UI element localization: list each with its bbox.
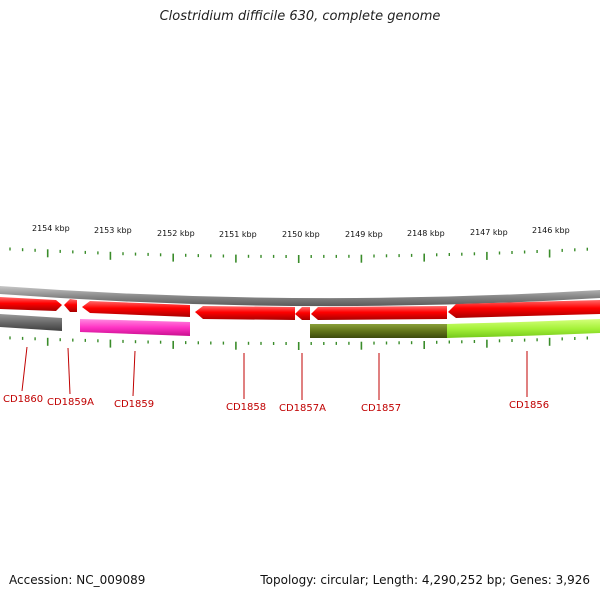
leader-line [21,346,28,392]
gene-label-cd1856[interactable]: CD1856 [509,400,549,411]
category-block-olive [310,324,447,338]
gene-cd1856-arrow[interactable] [448,300,600,318]
scale-label: 2149 kbp [345,230,383,239]
scale-label: 2154 kbp [32,224,70,233]
scale-label: 2151 kbp [219,230,257,239]
gene-label-cd1859[interactable]: CD1859 [114,399,154,410]
label-leaders [21,346,528,400]
scale-label: 2146 kbp [532,226,570,235]
category-block-magenta [80,319,190,336]
scale-labels: 2154 kbp 2153 kbp 2152 kbp 2151 kbp 2150… [32,224,570,239]
genome-backbone [0,286,600,307]
accession-text: Accession: NC_009089 [9,573,146,587]
scale-label: 2153 kbp [94,226,132,235]
gene-label-cd1860[interactable]: CD1860 [3,394,43,405]
leader-line [67,347,71,395]
upper-scale-ticks [9,247,588,263]
scale-label: 2152 kbp [157,229,195,238]
gene-labels: CD1860 CD1859A CD1859 CD1858 CD1857A CD1… [3,394,549,414]
scale-label: 2150 kbp [282,230,320,239]
gene-cd1859-arrow[interactable] [82,301,190,317]
gene-label-cd1857a[interactable]: CD1857A [279,403,326,414]
category-block-gray [0,314,62,331]
gene-cd1857a-arrow[interactable] [295,307,310,320]
gene-cd1859a-arrow[interactable] [64,299,77,312]
gene-label-cd1858[interactable]: CD1858 [226,402,266,413]
genome-summary-text: Topology: circular; Length: 4,290,252 bp… [260,573,590,587]
lower-scale-ticks [9,336,588,350]
scale-label: 2148 kbp [407,229,445,238]
scale-label: 2147 kbp [470,228,508,237]
gene-label-cd1859a[interactable]: CD1859A [47,397,94,408]
category-block-lime [447,319,600,338]
gene-label-cd1857[interactable]: CD1857 [361,403,401,414]
leader-line [132,350,136,397]
gene-cd1858-arrow[interactable] [195,306,295,320]
gene-cd1860-arrow[interactable] [0,297,62,311]
gene-cd1857-arrow[interactable] [311,306,447,320]
map-title: Clostridium difficile 630, complete geno… [159,9,441,24]
